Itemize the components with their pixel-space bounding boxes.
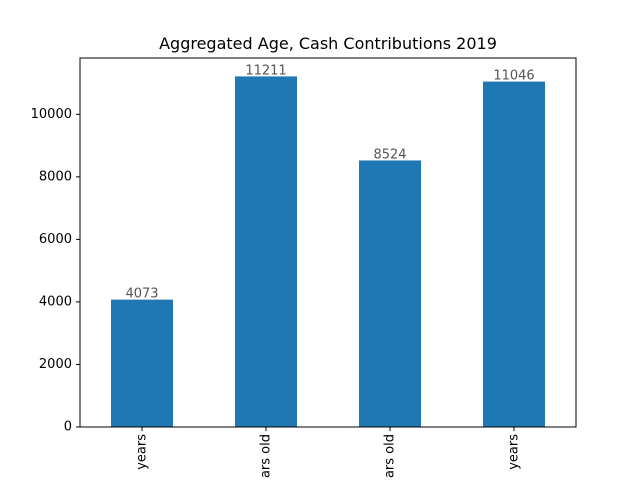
y-tick-label-5: 10000 xyxy=(31,107,72,122)
y-tick-label-4: 8000 xyxy=(39,169,72,184)
chart-title: Aggregated Age, Cash Contributions 2019 xyxy=(159,34,497,53)
data-label-3: 11046 xyxy=(493,69,534,84)
y-tick-label-1: 2000 xyxy=(39,357,72,372)
x-axis: years ars old ars old years xyxy=(135,427,522,478)
bar-1 xyxy=(235,76,297,427)
data-label-1: 11211 xyxy=(245,63,286,78)
bar-0 xyxy=(111,299,173,427)
y-tick-label-2: 4000 xyxy=(39,294,72,309)
data-label-2: 8524 xyxy=(373,147,406,162)
plot-frame xyxy=(79,57,577,428)
bars-group xyxy=(111,76,545,428)
y-tick-label-0: 0 xyxy=(64,420,72,435)
data-labels-group: 4073 11211 8524 11046 xyxy=(125,63,534,301)
y-axis: 0 2000 4000 6000 8000 10000 xyxy=(31,107,80,435)
bar-3 xyxy=(483,81,545,427)
x-tick-label-2: ars old xyxy=(383,434,398,478)
y-tick-label-3: 6000 xyxy=(39,232,72,247)
data-label-0: 4073 xyxy=(125,287,158,302)
bar-2 xyxy=(359,160,421,428)
x-tick-label-0: years xyxy=(135,434,150,470)
x-tick-label-3: years xyxy=(507,434,522,470)
x-tick-label-1: ars old xyxy=(259,434,274,478)
